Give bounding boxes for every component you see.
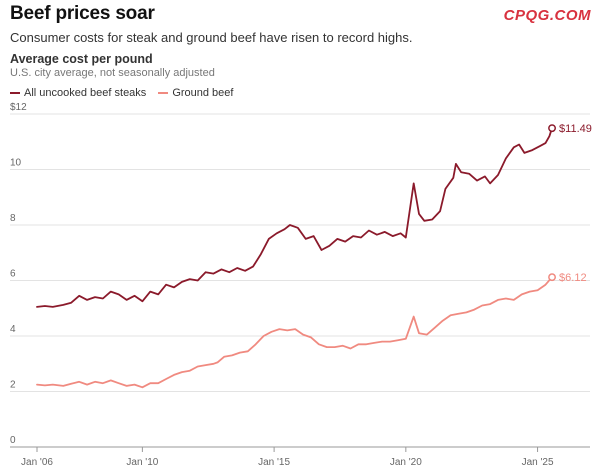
- watermark: CPQG.COM: [503, 7, 591, 24]
- panel-title: Average cost per pound: [10, 52, 153, 66]
- legend-label-steaks: All uncooked beef steaks: [24, 87, 147, 99]
- x-tick-label: Jan '25: [522, 457, 554, 468]
- y-tick-label: 6: [10, 269, 16, 280]
- legend-swatch-ground-beef: [158, 92, 169, 94]
- y-tick-label: $12: [10, 102, 27, 113]
- x-tick-label: Jan '06: [21, 457, 53, 468]
- chart-subtitle: Consumer costs for steak and ground beef…: [10, 30, 413, 45]
- y-tick-label: 4: [10, 324, 16, 335]
- panel-note: U.S. city average, not seasonally adjust…: [10, 67, 215, 79]
- y-tick-label: 0: [10, 435, 16, 446]
- legend: All uncooked beef steaks Ground beef: [10, 87, 245, 99]
- x-tick-label: Jan '20: [390, 457, 422, 468]
- legend-swatch-steaks: [10, 92, 20, 94]
- series-line-ground-beef: [36, 276, 553, 389]
- legend-label-ground-beef: Ground beef: [172, 87, 234, 99]
- end-label-steaks: $11.49: [559, 123, 592, 135]
- y-tick-label: 2: [10, 380, 16, 391]
- x-tick-label: Jan '10: [126, 457, 158, 468]
- y-tick-label: 10: [10, 158, 22, 169]
- legend-item-ground-beef: Ground beef: [158, 87, 233, 99]
- end-label-ground-beef: $6.12: [559, 272, 587, 284]
- legend-item-steaks: All uncooked beef steaks: [10, 87, 146, 99]
- end-marker-steaks: [548, 124, 556, 133]
- series-line-steaks: [36, 127, 553, 308]
- y-tick-label: 8: [10, 213, 16, 224]
- x-tick-label: Jan '15: [258, 457, 290, 468]
- chart-title: Beef prices soar: [10, 3, 155, 24]
- end-marker-ground-beef: [548, 273, 556, 282]
